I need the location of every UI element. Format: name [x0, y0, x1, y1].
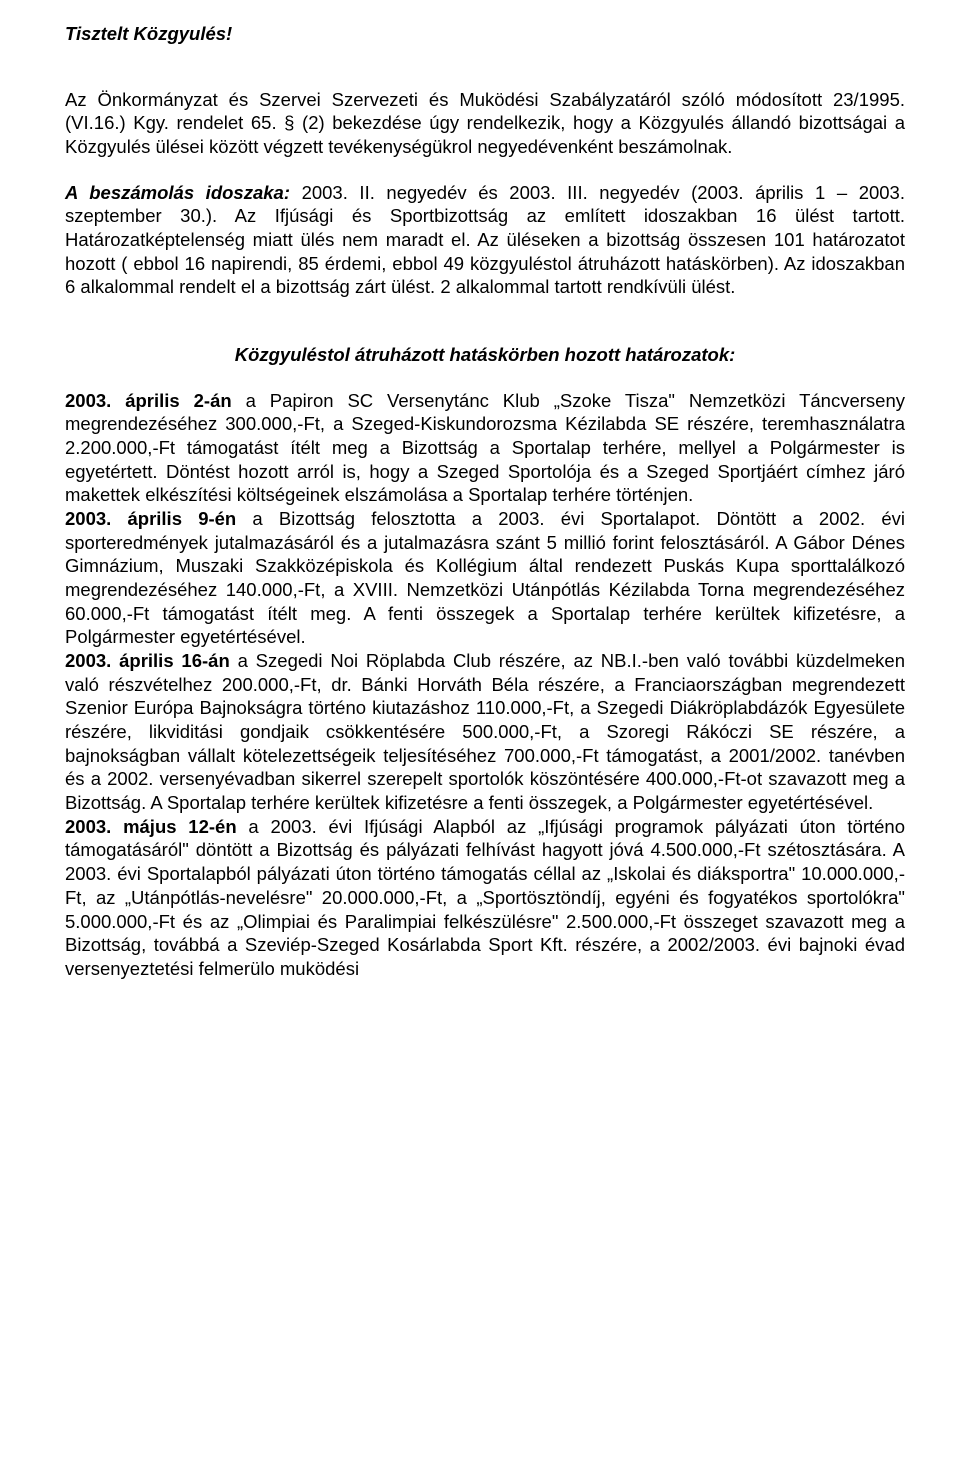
- date-apr-16: 2003. április 16-án: [65, 650, 230, 671]
- resolutions-body: 2003. április 2-án a Papiron SC Versenyt…: [65, 389, 905, 981]
- date-apr-2: 2003. április 2-án: [65, 390, 232, 411]
- paragraph-intro: Az Önkormányzat és Szervei Szervezeti és…: [65, 88, 905, 159]
- date-may-12: 2003. május 12-én: [65, 816, 237, 837]
- text-may-12: a 2003. évi Ifjúsági Alapból az „Ifjúság…: [65, 816, 905, 979]
- date-apr-9: 2003. április 9-én: [65, 508, 236, 529]
- paragraph-period: A beszámolás idoszaka: 2003. II. negyedé…: [65, 181, 905, 299]
- section-heading: Közgyuléstol átruházott hatáskörben hozo…: [65, 343, 905, 367]
- period-label: A beszámolás idoszaka:: [65, 182, 290, 203]
- text-apr-16: a Szegedi Noi Röplabda Club részére, az …: [65, 650, 905, 813]
- document-title: Tisztelt Közgyulés!: [65, 22, 905, 46]
